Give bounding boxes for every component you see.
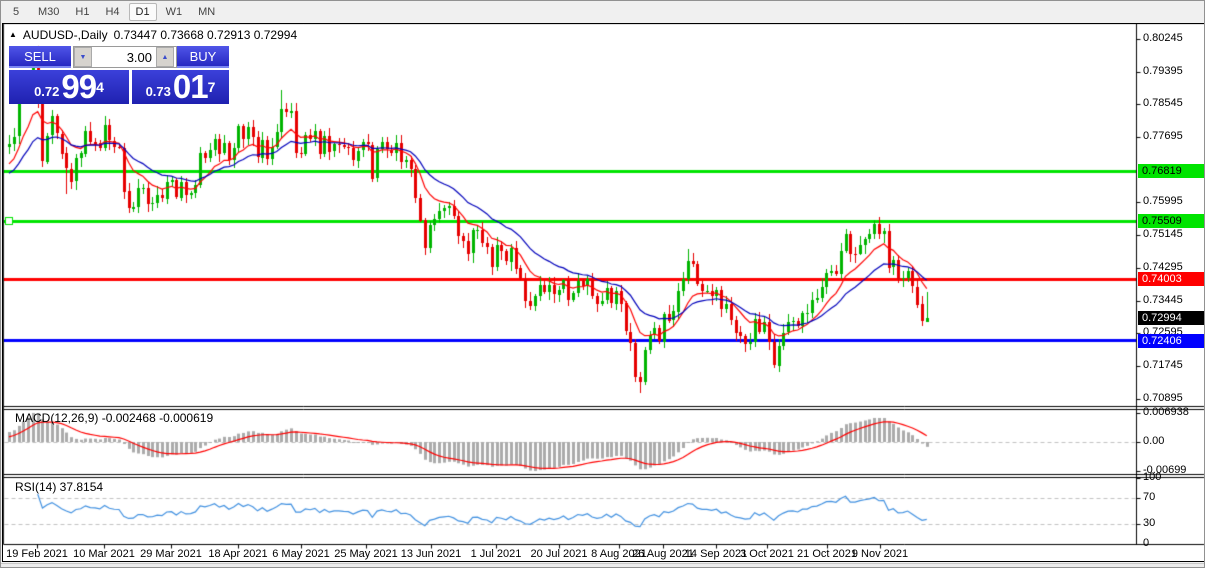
sell-button[interactable]: SELL [9, 46, 71, 68]
macd-axis-tick: 0.00 [1143, 435, 1165, 447]
bid-price-panel[interactable]: 0.72 99 4 [9, 70, 129, 104]
date-label: 18 Apr 2021 [208, 548, 268, 560]
price-axis-tick: 0.75145 [1143, 228, 1183, 241]
date-label: 26 Aug 2021 [632, 548, 694, 560]
price-axis-tick: 0.75995 [1143, 195, 1183, 208]
date-label: 13 Jun 2021 [400, 548, 462, 560]
date-label: 25 May 2021 [334, 548, 398, 560]
ask-pip-digit: 7 [207, 79, 216, 95]
rsi-indicator-label: RSI(14) 37.8154 [15, 480, 104, 494]
timeframe-button-h4[interactable]: H4 [105, 6, 120, 18]
price-axis-tick: 0.73445 [1143, 293, 1183, 306]
timeframe-toolbar: 5 M30 H1 H4 D1 W1 MN [1, 1, 1204, 23]
status-bar [1, 563, 1204, 567]
level-price-badge: 0.75509 [1138, 214, 1204, 229]
date-label: 20 Jul 2021 [530, 548, 588, 560]
macd-axis-tick: 0.006938 [1143, 405, 1189, 418]
bid-pip-digit: 4 [96, 79, 104, 95]
timeframe-button-mn[interactable]: MN [198, 6, 216, 18]
volume-decrease-button[interactable]: ▼ [74, 47, 92, 67]
price-axis-tick: 0.71745 [1143, 358, 1183, 371]
volume-spinner: ▼ 3.00 ▲ [73, 46, 177, 68]
timeframe-button-d1[interactable]: D1 [128, 3, 157, 21]
date-label: 19 Feb 2021 [6, 548, 68, 560]
timeframe-button-h1[interactable]: H1 [75, 6, 90, 18]
price-axis-tick: 0.77695 [1143, 130, 1183, 143]
price-axis-tick: 0.70895 [1143, 391, 1183, 404]
timeframe-button-m30[interactable]: M30 [38, 6, 60, 18]
symbol-period-label: AUDUSD-,Daily [22, 28, 108, 42]
volume-increase-button[interactable]: ▲ [156, 47, 174, 67]
price-axis-tick: 0.74295 [1143, 260, 1183, 273]
symbol-dropdown-arrow-icon[interactable]: ▲ [9, 30, 17, 39]
rsi-axis-tick: 100 [1143, 471, 1162, 483]
level-price-badge: 0.74003 [1138, 272, 1204, 287]
ask-prefix: 0.73 [145, 84, 171, 99]
date-label: 1 Jul 2021 [470, 548, 522, 560]
date-label: 14 Sep 2021 [684, 548, 748, 560]
date-label: 21 Oct 2021 [797, 548, 857, 560]
rsi-axis-tick: 70 [1143, 490, 1156, 503]
timeframe-button-5[interactable]: 5 [12, 6, 20, 18]
date-label: 8 Aug 2021 [591, 548, 647, 560]
chart-title: ▲ AUDUSD-,Daily 0.73447 0.73668 0.72913 … [9, 28, 297, 42]
volume-field[interactable]: 3.00 [92, 47, 156, 67]
chevron-down-icon: ▼ [79, 53, 87, 61]
level-price-badge: 0.76819 [1138, 163, 1204, 178]
buy-button[interactable]: BUY [177, 46, 229, 68]
price-axis-tick: 0.80245 [1143, 32, 1183, 44]
macd-axis-tick: -0.00699 [1143, 464, 1187, 477]
date-label: 10 Mar 2021 [73, 548, 135, 560]
ask-price-panel[interactable]: 0.73 01 7 [132, 70, 229, 104]
date-label: 6 May 2021 [272, 548, 330, 560]
date-label: 9 Nov 2021 [851, 548, 909, 560]
one-click-trading-panel: SELL ▼ 3.00 ▲ BUY 0.72 99 4 0.73 01 7 [9, 46, 229, 104]
ohlc-values: 0.73447 0.73668 0.72913 0.72994 [113, 28, 298, 42]
ask-big-digits: 01 [172, 68, 209, 105]
chevron-up-icon: ▲ [161, 53, 169, 61]
level-price-badge: 0.72406 [1138, 333, 1204, 348]
price-axis-tick: 0.78545 [1143, 97, 1183, 110]
date-label: 3 Oct 2021 [740, 548, 794, 560]
price-axis-tick: 0.79395 [1143, 64, 1183, 77]
rsi-axis-tick: 0 [1143, 537, 1150, 549]
bid-prefix: 0.72 [34, 84, 60, 99]
bid-big-digits: 99 [61, 68, 97, 105]
timeframe-button-w1[interactable]: W1 [165, 6, 183, 18]
macd-indicator-label: MACD(12,26,9) -0.002468 -0.000619 [15, 411, 214, 425]
current-price-badge: 0.72994 [1138, 310, 1204, 325]
rsi-axis-tick: 30 [1143, 517, 1156, 530]
date-label: 29 Mar 2021 [140, 548, 202, 560]
